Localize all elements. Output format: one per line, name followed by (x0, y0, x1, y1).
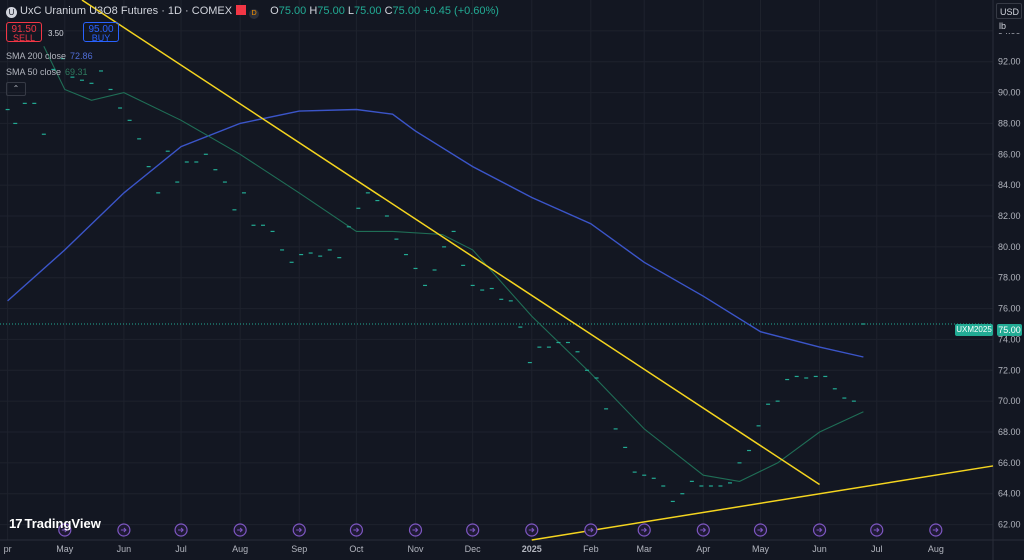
x-tick-label: Jun (812, 544, 827, 554)
spread-value: 3.50 (48, 29, 64, 38)
sma-line-0 (7, 108, 864, 358)
symbol-price-tag: UXM2025 (955, 324, 993, 336)
y-tick-label: 68.00 (998, 427, 1021, 437)
y-tick-label: 82.00 (998, 211, 1021, 221)
y-tick-label: 92.00 (998, 57, 1021, 67)
event-arrow-glyph (873, 527, 880, 533)
symbol-logo-icon: U (6, 7, 17, 18)
x-tick-label: Aug (232, 544, 248, 554)
unit-select[interactable]: lb (996, 19, 1022, 33)
y-tick-label: 72.00 (998, 365, 1021, 375)
event-arrow-glyph (641, 527, 647, 533)
sma-line-1 (43, 46, 864, 482)
ohlc-readout: O75.00 H75.00 L75.00 C75.00 +0.45 (+0.60… (270, 5, 499, 17)
y-tick-label: 76.00 (998, 304, 1021, 314)
x-tick-label: Dec (465, 544, 482, 554)
change-value: +0.45 (+0.60%) (423, 5, 499, 17)
x-tick-label: Mar (636, 544, 652, 554)
event-arrow-glyph (700, 527, 707, 533)
x-tick-label: Feb (583, 544, 599, 554)
event-arrow-glyph (296, 527, 303, 533)
flag-icon[interactable] (236, 5, 247, 15)
y-tick-label: 80.00 (998, 242, 1021, 252)
indicator-sma50[interactable]: SMA 50 close 69.31 (6, 67, 88, 77)
event-arrow-glyph (178, 527, 184, 533)
x-tick-label: May (752, 544, 770, 554)
y-tick-label: 64.00 (998, 489, 1021, 499)
event-arrow-glyph (469, 527, 476, 533)
x-tick-label: Jun (117, 544, 132, 554)
y-tick-label: 86.00 (998, 149, 1021, 159)
y-tick-label: 66.00 (998, 458, 1021, 468)
x-tick-label: pr (4, 544, 12, 554)
event-arrow-glyph (353, 527, 360, 533)
event-arrow-glyph (816, 527, 823, 533)
event-arrow-glyph (412, 527, 419, 533)
x-tick-label: Apr (696, 544, 710, 554)
x-tick-label: Jul (175, 544, 187, 554)
y-tick-label: 84.00 (998, 180, 1021, 190)
x-tick-label: Oct (349, 544, 364, 554)
chart-header: U UxC Uranium U3O8 Futures · 1D · COMEX D … (6, 5, 499, 19)
x-tick-label: Nov (407, 544, 424, 554)
y-tick-label: 90.00 (998, 88, 1021, 98)
market-status-icon[interactable]: D (249, 9, 260, 19)
event-arrow-glyph (528, 527, 535, 533)
x-tick-label: Sep (291, 544, 307, 554)
x-tick-label: Aug (928, 544, 944, 554)
y-tick-label: 74.00 (998, 334, 1021, 344)
y-tick-label: 62.00 (998, 520, 1021, 530)
event-arrow-glyph (932, 527, 939, 533)
collapse-chevron-icon[interactable]: ⌃ (6, 82, 26, 96)
y-tick-label: 70.00 (998, 396, 1021, 406)
y-tick-label: 78.00 (998, 273, 1021, 283)
event-arrow-glyph (120, 527, 127, 533)
currency-select[interactable]: USD (996, 3, 1022, 19)
trendline-0 (81, 0, 820, 486)
indicator-sma200[interactable]: SMA 200 close 72.86 (6, 51, 93, 61)
buy-button[interactable]: 95.00 BUY (83, 22, 119, 43)
y-tick-label: 88.00 (998, 118, 1021, 128)
x-tick-label: Jul (871, 544, 883, 554)
tradingview-logo-icon: 17 (9, 516, 23, 531)
event-arrow-glyph (61, 527, 68, 533)
symbol-title[interactable]: UxC Uranium U3O8 Futures · 1D · COMEX (20, 5, 233, 17)
event-arrow-glyph (757, 527, 764, 533)
event-arrow-glyph (237, 527, 243, 533)
last-price-tag: 75.00 (997, 324, 1022, 336)
sell-button[interactable]: 91.50 SELL (6, 22, 42, 43)
x-tick-label: May (56, 544, 74, 554)
trendline-1 (531, 465, 994, 541)
x-tick-label: 2025 (522, 544, 542, 554)
tradingview-brand[interactable]: 17 TradingView (9, 516, 101, 531)
event-arrow-glyph (587, 527, 594, 533)
